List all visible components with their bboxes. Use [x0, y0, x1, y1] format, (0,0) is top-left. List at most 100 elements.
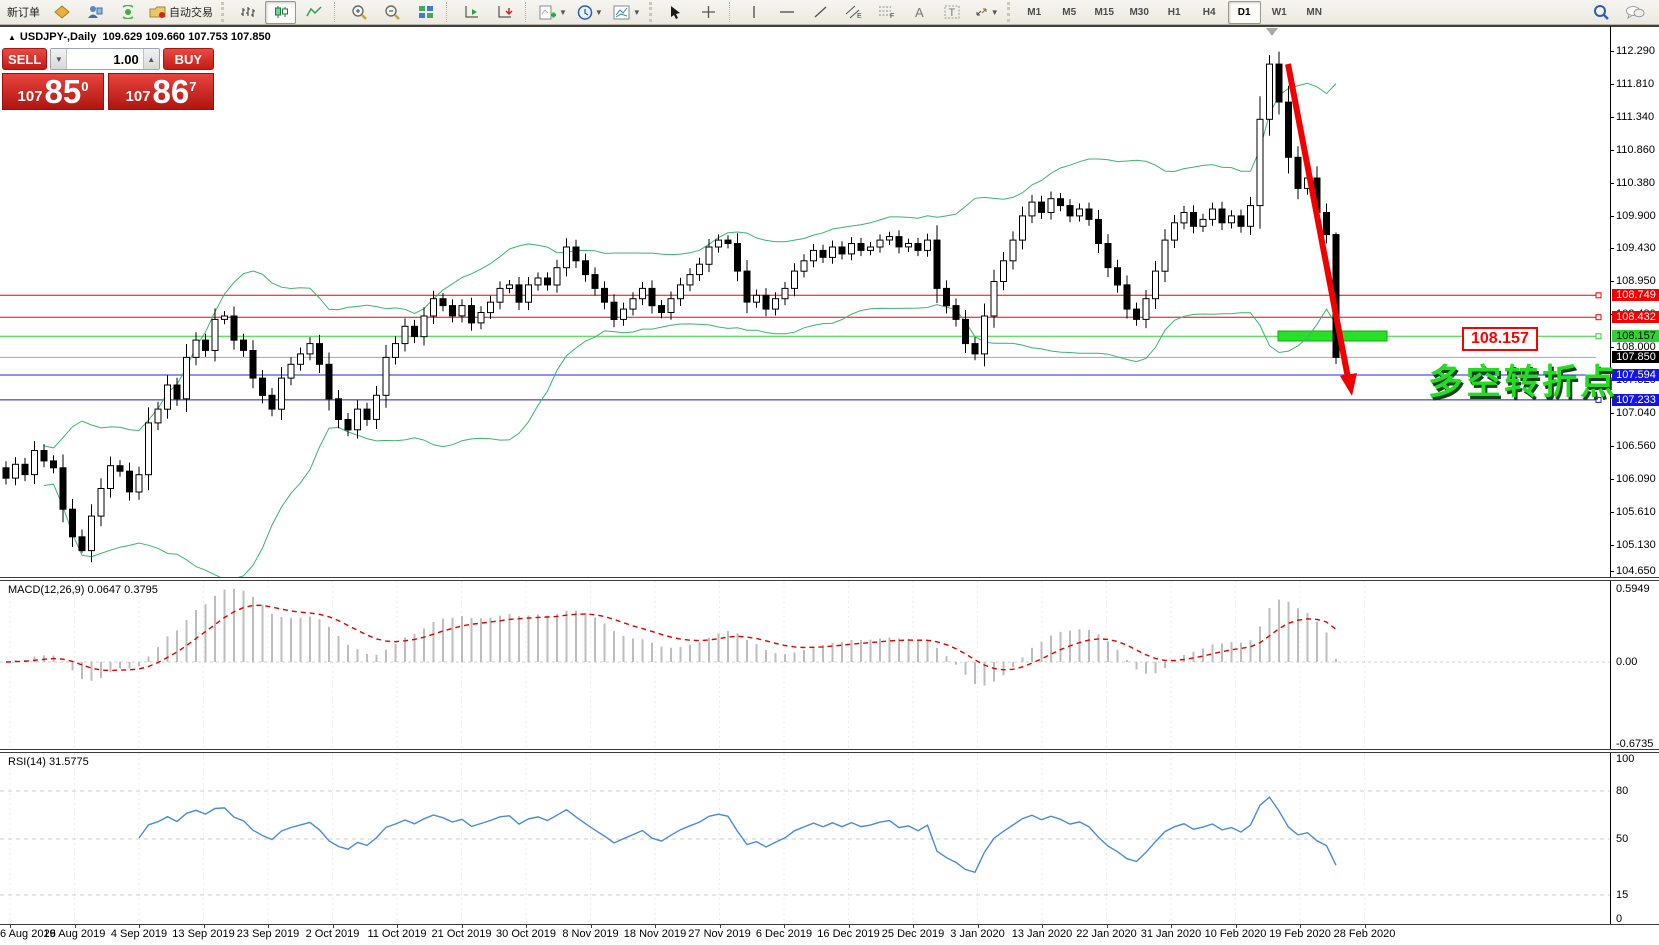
rsi-pane[interactable] [0, 753, 1610, 924]
date-tick-mark [719, 924, 721, 928]
down-arrow-head[interactable] [1340, 373, 1357, 396]
price-callout-label[interactable]: 108.157 [1462, 327, 1538, 351]
price-tag-108.157: 108.157 [1612, 330, 1659, 343]
buy-button[interactable]: BUY [162, 48, 214, 70]
timeframe-button-mn[interactable]: MN [1306, 6, 1322, 18]
pane-separator[interactable] [0, 577, 1659, 581]
bollinger-lower-band [43, 304, 1337, 577]
candle-body [1285, 101, 1292, 158]
buy-price-pip: 7 [189, 79, 197, 94]
date-tick-mark [1042, 924, 1043, 928]
chat-icon[interactable] [1619, 1, 1650, 24]
periods-button[interactable]: ▼ [573, 1, 607, 24]
chart-shift-marker-icon[interactable] [1266, 28, 1278, 36]
indicators-button[interactable]: ▼ [535, 1, 571, 24]
candle-body [278, 377, 285, 410]
candle-body [40, 450, 48, 462]
chart-window[interactable] [0, 25, 1659, 945]
cn-annotation-text[interactable]: 多空转折点 [1428, 363, 1619, 402]
autotrading-button[interactable]: 自动交易 [145, 1, 217, 24]
candle-body [1218, 208, 1226, 224]
volume-increase-button[interactable]: ▲ [142, 49, 159, 69]
candle-body [867, 246, 874, 251]
price-tick-label: 109.900 [1616, 209, 1656, 222]
horizontal-line-button[interactable] [772, 1, 803, 24]
chart-title: ▲ USDJPY-,Daily 109.629 109.660 107.753 1… [8, 31, 271, 43]
zoom-out-button[interactable] [377, 1, 408, 24]
candle-body [981, 315, 988, 355]
buy-price-main: 86 [152, 73, 190, 110]
rsi-scale-0: 0 [1616, 913, 1623, 925]
down-arrow-line[interactable] [1285, 63, 1351, 379]
text-button[interactable]: A [904, 1, 935, 24]
new-order-button[interactable]: 新订单 [3, 1, 44, 24]
trendline-button[interactable] [805, 1, 836, 24]
candle-body [297, 353, 304, 365]
candle-body [572, 246, 580, 262]
sell-button[interactable]: SELL [2, 48, 48, 70]
text-label-button[interactable]: T [937, 1, 968, 24]
candle-body [325, 363, 333, 400]
crosshair-button[interactable] [693, 1, 724, 24]
terminal-icon[interactable] [79, 1, 110, 24]
volume-value[interactable]: 1.00 [113, 51, 139, 67]
macd-pane[interactable] [0, 581, 1610, 749]
pane-separator[interactable] [0, 749, 1659, 753]
vertical-line-button[interactable] [739, 1, 770, 24]
chart-shift-button[interactable] [489, 1, 520, 24]
bollinger-upper-band [43, 82, 1337, 449]
date-tick-mark [332, 924, 334, 928]
timeframe-button-m30[interactable]: M30 [1129, 6, 1149, 18]
bar-chart-button[interactable] [232, 1, 263, 24]
auto-scroll-button[interactable] [456, 1, 487, 24]
candle-body [1019, 215, 1026, 241]
buy-price-display[interactable]: 107 86 7 [108, 73, 214, 110]
templates-button[interactable]: ▼ [609, 1, 645, 24]
fibonacci-button[interactable]: F [871, 1, 902, 24]
volume-decrease-button[interactable]: ▼ [51, 49, 68, 69]
sell-price-display[interactable]: 107 85 0 [2, 73, 105, 110]
arrows-button[interactable]: ▼ [970, 1, 1003, 24]
dropdown-arrow-icon: ▼ [559, 7, 567, 17]
zoom-in-button[interactable] [344, 1, 375, 24]
price-tick-label: 107.040 [1616, 407, 1656, 420]
svg-text:F: F [890, 13, 894, 19]
price-tick-mark [1610, 248, 1614, 250]
window-marker-icon: ▲ [8, 33, 16, 42]
candle-body [1028, 201, 1036, 217]
candle-body [962, 318, 969, 345]
timeframe-button-d1[interactable]: D1 [1227, 0, 1261, 24]
candle-body [496, 287, 504, 303]
chart-symbol-period: USDJPY-,Daily [19, 31, 97, 43]
cursor-button[interactable] [660, 1, 691, 24]
candle-body [1142, 298, 1150, 320]
candle-body [401, 325, 409, 345]
candle-body [1066, 205, 1074, 217]
price-chart-pane[interactable] [0, 26, 1610, 577]
tile-windows-button[interactable] [410, 1, 441, 24]
date-label: 31 Jan 2020 [1140, 928, 1202, 940]
search-icon[interactable] [1586, 1, 1617, 24]
candlestick-chart-button[interactable] [265, 0, 296, 24]
candle-body [21, 463, 29, 476]
timeframe-button-m1[interactable]: M1 [1027, 6, 1042, 18]
line-chart-button[interactable] [298, 1, 329, 24]
timeframe-button-h1[interactable]: H1 [1167, 6, 1181, 18]
timeframe-button-w1[interactable]: W1 [1271, 6, 1287, 18]
date-tick-mark [977, 924, 979, 928]
toolbar-separator [446, 2, 451, 22]
toolbar-grip [1006, 2, 1014, 22]
timeframe-button-m5[interactable]: M5 [1062, 6, 1077, 18]
candle-body [363, 408, 371, 420]
one-click-trading-panel: SELL ▼ 1.00 ▲ BUY 107 85 0 107 86 7 [2, 48, 214, 110]
timeframe-button-m15[interactable]: M15 [1094, 6, 1114, 18]
date-tick-mark [1364, 924, 1366, 928]
metaeditor-icon[interactable] [46, 1, 77, 24]
candle-body [990, 281, 998, 317]
timeframe-button-h4[interactable]: H4 [1202, 6, 1216, 18]
equidistant-channel-button[interactable]: E [838, 1, 869, 24]
candle-body [287, 363, 295, 379]
price-tick-mark [1610, 478, 1614, 480]
signals-icon[interactable] [112, 1, 143, 24]
date-label: 19 Feb 2020 [1269, 928, 1331, 940]
